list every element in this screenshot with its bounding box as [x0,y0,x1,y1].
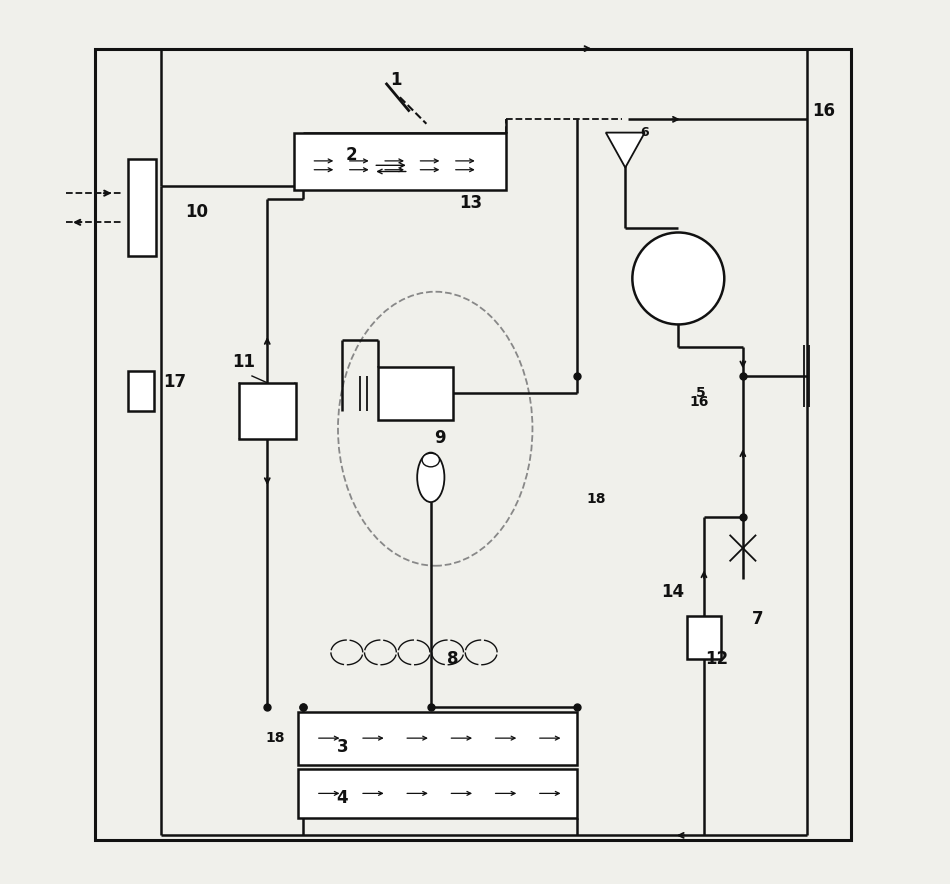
Circle shape [633,232,724,324]
Text: 16: 16 [812,102,836,119]
Text: 6: 6 [640,126,649,139]
Bar [95,49,850,840]
Bar [378,367,453,420]
Text: 17: 17 [163,373,186,392]
Bar [687,616,721,659]
Bar [294,133,506,190]
Text: 8: 8 [447,650,459,667]
Text: 5: 5 [695,386,705,400]
Ellipse shape [422,453,440,467]
Bar [298,769,577,818]
Text: 9: 9 [434,429,446,446]
Text: 7: 7 [752,610,764,628]
Bar [239,383,295,439]
Text: 4: 4 [336,789,349,807]
Text: 12: 12 [705,650,728,667]
Text: 10: 10 [185,203,208,221]
Text: 11: 11 [232,353,255,371]
Text: 1: 1 [390,71,401,88]
Bar [127,159,156,256]
Text: 3: 3 [336,738,349,756]
Bar [127,371,154,411]
Text: 14: 14 [661,583,685,601]
Text: 13: 13 [459,194,483,212]
Ellipse shape [417,453,445,502]
Bar [298,712,577,765]
Text: 18: 18 [586,492,606,507]
Text: 16: 16 [690,395,710,409]
Polygon shape [606,133,645,168]
Text: 18: 18 [265,731,285,745]
Text: 2: 2 [346,146,357,164]
